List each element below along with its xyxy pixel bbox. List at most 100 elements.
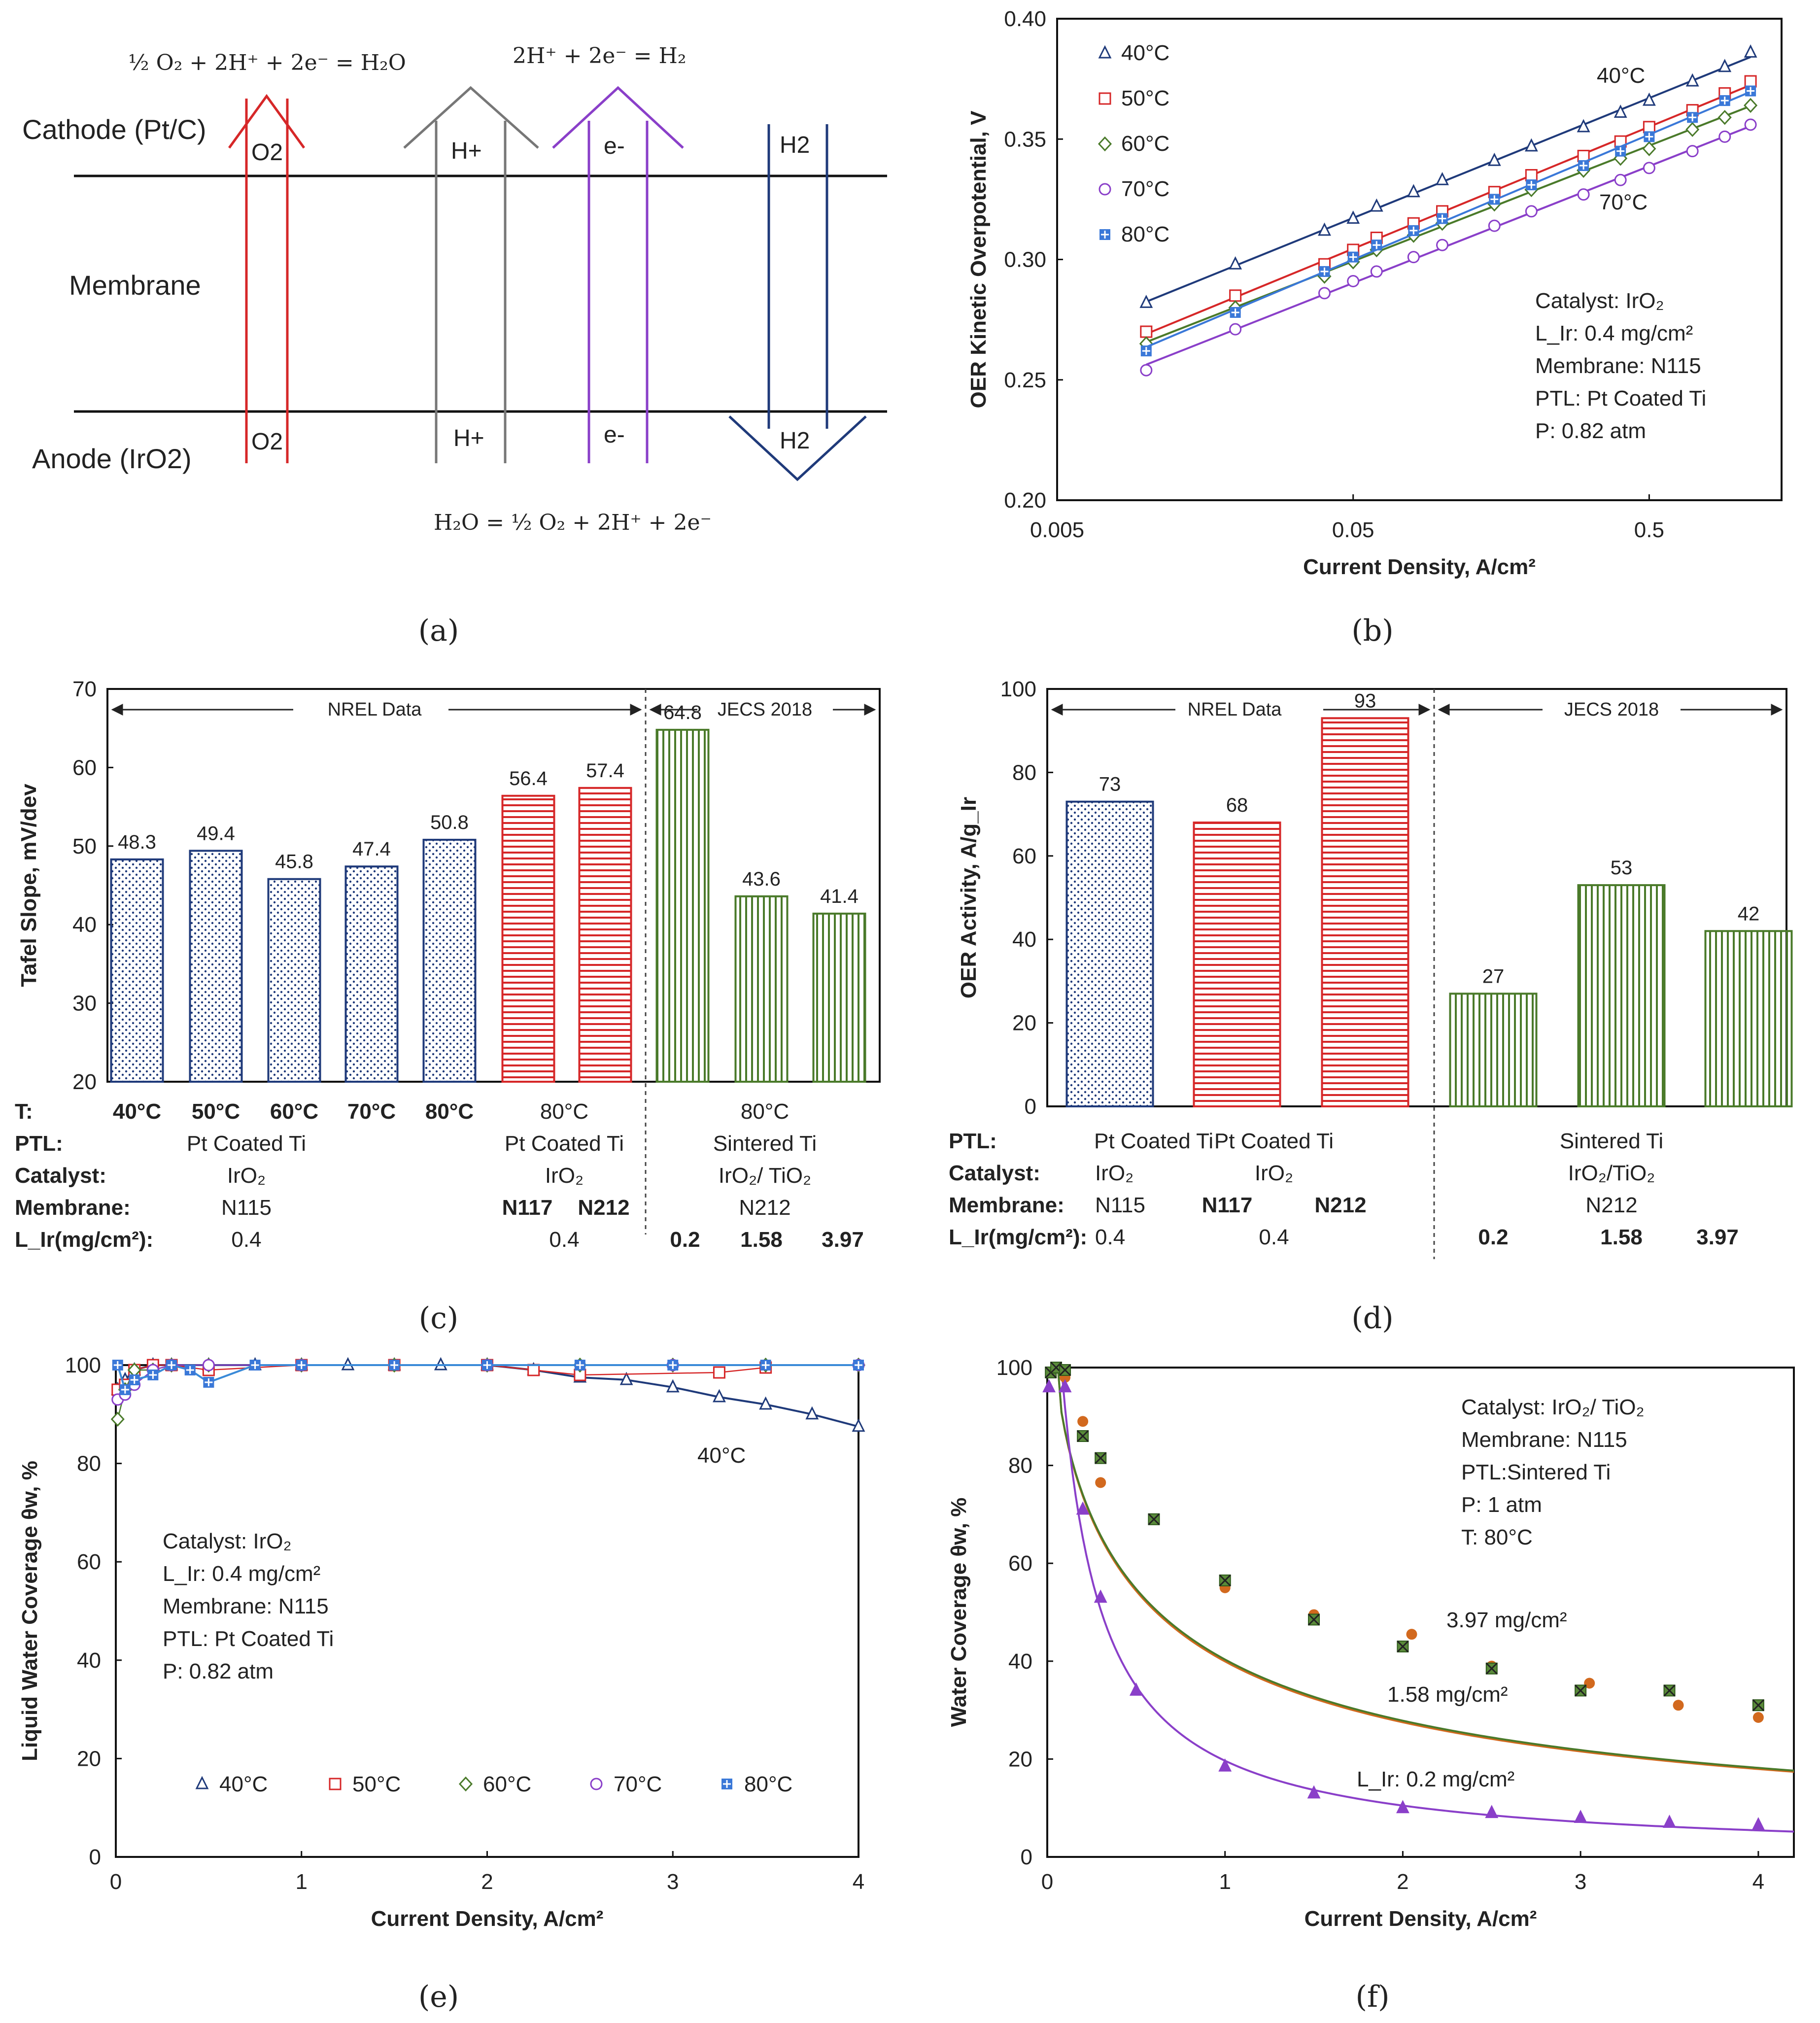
point-0.2 mg/cm² — [1396, 1800, 1409, 1814]
y-axis-label: Liquid Water Coverage θw, % — [18, 1461, 42, 1761]
panel-label-c: (c) — [419, 1301, 458, 1336]
legend-label: 80°C — [1121, 222, 1169, 246]
bar-value-label: 48.3 — [118, 831, 156, 853]
row-head: Membrane: — [949, 1193, 1065, 1217]
y-tick-label: 30 — [72, 992, 97, 1016]
y-tick-label: 70 — [72, 677, 97, 701]
y-tick-label: 0 — [1025, 1095, 1036, 1119]
legend-marker — [458, 1776, 473, 1792]
point-1.58 mg/cm²-x — [1095, 1452, 1107, 1464]
panel-a-schematic: ½ O₂ + 2H⁺ + 2e⁻ = H₂O 2H⁺ + 2e⁻ = H₂ Ca… — [22, 43, 887, 535]
temp-label: 80°C — [425, 1099, 474, 1124]
point-70°C — [1347, 274, 1360, 287]
legend-label: 80°C — [744, 1772, 792, 1796]
info-line: Catalyst: IrO₂ — [1535, 289, 1664, 313]
point-40°C — [1685, 73, 1699, 87]
point-80°C-cross — [855, 1361, 862, 1369]
point-3.97 mg/cm² — [1077, 1416, 1089, 1427]
point-0.2 mg/cm² — [1663, 1815, 1676, 1828]
legend-label: 70°C — [614, 1772, 662, 1796]
left-catalyst: IrO₂ — [227, 1164, 266, 1188]
point-80°C-cross — [1349, 253, 1357, 261]
bar-9 — [812, 912, 866, 1083]
membrane-label: Membrane — [69, 270, 201, 301]
point-3.97 mg/cm² — [1095, 1477, 1106, 1488]
point-80°C-cross — [130, 1375, 138, 1384]
y-tick-label: 80 — [77, 1452, 101, 1476]
y-tick-label: 40 — [1012, 927, 1036, 952]
point-70°C — [1525, 205, 1538, 218]
point-40°C — [666, 1379, 680, 1393]
x-tick-label: 0.05 — [1332, 518, 1374, 542]
legend-marker — [590, 1778, 603, 1790]
point-70°C — [1488, 219, 1501, 232]
legend-marker-cross — [723, 1780, 731, 1788]
row-head: L_Ir(mg/cm²): — [15, 1228, 153, 1252]
point-50°C — [713, 1366, 725, 1379]
x-tick-label: 0 — [110, 1870, 122, 1894]
point-1.58 mg/cm²-x — [1663, 1684, 1676, 1697]
legend-label: 50°C — [352, 1772, 401, 1796]
info-line: PTL: Pt Coated Ti — [163, 1627, 334, 1651]
point-60°C — [110, 1411, 125, 1427]
point-0.2 mg/cm² — [1129, 1682, 1143, 1696]
h-plus-top-label: H+ — [451, 138, 482, 164]
point-40°C — [1436, 171, 1449, 185]
info-line: Catalyst: IrO₂/ TiO₂ — [1461, 1395, 1645, 1419]
point-80°C-cross — [205, 1378, 213, 1386]
point-0.2 mg/cm² — [1218, 1758, 1232, 1772]
region-label-jecs: JECS 2018 — [718, 699, 812, 720]
point-1.58 mg/cm²-x — [1397, 1640, 1409, 1653]
point-50°C — [1744, 75, 1757, 88]
x-tick-label: 0 — [1041, 1870, 1053, 1894]
temp-label: 50°C — [192, 1099, 240, 1124]
x-tick-label: 2 — [1397, 1870, 1408, 1894]
y-tick-label: 80 — [1012, 760, 1036, 785]
point-70°C — [1140, 364, 1153, 377]
point-40°C — [852, 1418, 865, 1432]
bar-3 — [344, 865, 399, 1083]
x-tick-label: 4 — [1752, 1870, 1764, 1894]
y-tick-label: 20 — [1012, 1011, 1036, 1035]
panel-b-overpotential-chart: 0.20 0.25 0.30 0.35 0.40 0.005 0.05 0.5 Current … — [966, 7, 1783, 579]
row-head: T: — [15, 1099, 33, 1124]
bar-6 — [578, 787, 632, 1083]
bar-8 — [734, 895, 789, 1083]
bar-value-label: 64.8 — [663, 702, 702, 723]
point-80°C-cross — [669, 1361, 677, 1369]
c2-membrane-2: N212 — [1314, 1193, 1366, 1217]
bar-5 — [1704, 930, 1793, 1107]
c3-catalyst: IrO₂/TiO₂ — [1568, 1161, 1655, 1185]
c2-loading: 0.4 — [1259, 1225, 1289, 1249]
y-tick-label: 20 — [72, 1070, 97, 1094]
bar-2 — [1321, 717, 1409, 1108]
point-40°C — [619, 1372, 633, 1385]
bar-2 — [267, 878, 321, 1083]
point-0.2 mg/cm² — [1485, 1805, 1499, 1818]
bar-value-label: 47.4 — [352, 838, 391, 860]
row-head: Catalyst: — [15, 1164, 106, 1188]
h2-top-label: H2 — [780, 132, 810, 158]
label-3-97: 3.97 mg/cm² — [1446, 1608, 1567, 1632]
point-40°C — [713, 1389, 726, 1403]
y-tick-label: 0.35 — [1004, 127, 1046, 151]
bar-0 — [1065, 800, 1154, 1107]
left-membrane: N115 — [221, 1196, 272, 1220]
y-tick-label: 60 — [77, 1550, 101, 1574]
panel-d-activity-chart: 0 20 40 60 80 100 OER Activity, A/g_Ir 73 68 93 27… — [949, 677, 1793, 1259]
c1-membrane: N115 — [1095, 1193, 1145, 1217]
point-40°C — [1642, 92, 1656, 106]
bar-value-label: 41.4 — [820, 886, 858, 907]
point-70°C — [202, 1359, 215, 1372]
c3-loading: 3.97 — [1696, 1225, 1739, 1249]
point-3.97 mg/cm² — [1752, 1712, 1764, 1723]
bar-value-label: 27 — [1482, 965, 1505, 987]
row-head: PTL: — [949, 1129, 997, 1153]
electron-arrow: e- e- — [552, 86, 684, 463]
point-70°C — [1370, 265, 1383, 278]
y-axis-label: Tafel Slope, mV/dev — [17, 784, 41, 987]
bar-7 — [655, 728, 710, 1083]
o2-top-label: O2 — [251, 139, 283, 166]
legend-label: 60°C — [483, 1772, 531, 1796]
point-80°C-cross — [761, 1361, 770, 1369]
